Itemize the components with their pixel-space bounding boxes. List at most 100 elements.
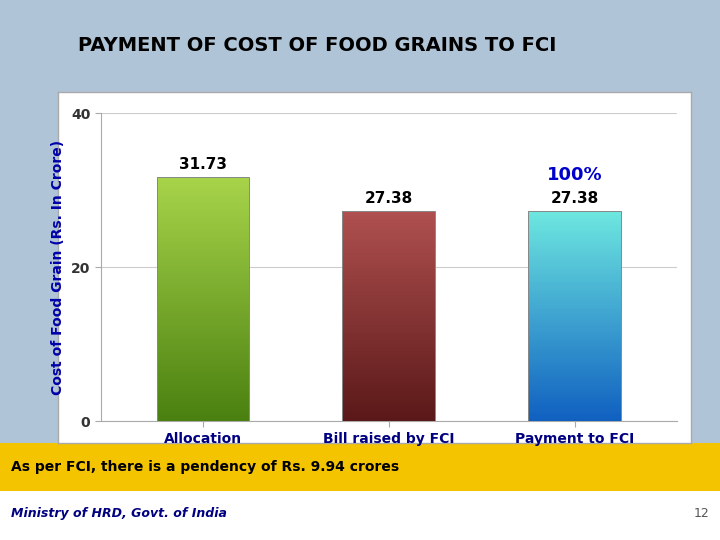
Bar [528, 310, 621, 312]
Bar [342, 372, 436, 374]
Bar [156, 193, 249, 195]
Bar [342, 333, 436, 335]
Bar [528, 233, 621, 235]
Bar [156, 315, 249, 318]
Bar [342, 277, 436, 279]
Bar [156, 210, 249, 212]
Bar [156, 307, 249, 309]
Bar [528, 340, 621, 342]
Bar [342, 246, 436, 247]
Bar [156, 187, 249, 189]
Bar [156, 279, 249, 281]
Bar [528, 413, 621, 414]
Bar [528, 379, 621, 381]
Bar [342, 370, 436, 372]
Bar [342, 267, 436, 268]
Bar [528, 296, 621, 298]
Bar [528, 214, 621, 216]
Bar [156, 305, 249, 307]
Bar [156, 320, 249, 321]
Bar [528, 420, 621, 421]
Bar [528, 410, 621, 413]
Bar [342, 346, 436, 347]
Bar [528, 230, 621, 232]
Bar [156, 415, 249, 417]
Bar [156, 313, 249, 315]
Bar [342, 212, 436, 214]
Bar [156, 403, 249, 405]
Bar [156, 354, 249, 356]
Bar [342, 230, 436, 232]
Bar [342, 221, 436, 223]
Bar [342, 365, 436, 367]
Bar [342, 328, 436, 330]
Bar [528, 263, 621, 265]
Bar [342, 211, 436, 212]
Bar [156, 222, 249, 224]
Bar [156, 177, 249, 421]
Bar [528, 316, 621, 318]
Bar [342, 356, 436, 358]
Bar [528, 402, 621, 403]
Bar [156, 417, 249, 419]
Bar [342, 349, 436, 351]
Bar [342, 235, 436, 237]
Bar [156, 228, 249, 230]
Bar [156, 381, 249, 382]
Bar [528, 219, 621, 221]
Bar [156, 224, 249, 226]
Bar [156, 185, 249, 187]
Bar [342, 361, 436, 363]
Bar [156, 259, 249, 260]
Bar [528, 302, 621, 303]
Bar [342, 302, 436, 303]
Bar [156, 348, 249, 350]
Bar [528, 275, 621, 277]
Bar [528, 240, 621, 242]
Bar [156, 321, 249, 323]
Bar [528, 399, 621, 400]
Bar [528, 279, 621, 281]
Bar [156, 387, 249, 389]
Bar [528, 388, 621, 389]
Bar [156, 179, 249, 181]
Bar [528, 268, 621, 270]
Bar [528, 260, 621, 261]
Bar [156, 289, 249, 291]
Bar [342, 379, 436, 381]
Bar [156, 344, 249, 346]
Bar [528, 356, 621, 358]
Bar [156, 356, 249, 358]
Bar [342, 399, 436, 400]
Bar [156, 181, 249, 183]
Bar [528, 337, 621, 339]
Bar [528, 265, 621, 267]
Bar [156, 358, 249, 360]
Bar [156, 201, 249, 204]
Bar [342, 295, 436, 296]
Bar [156, 374, 249, 376]
Bar [342, 351, 436, 353]
Bar [156, 260, 249, 262]
Bar [156, 206, 249, 207]
Bar [342, 335, 436, 337]
Bar [156, 390, 249, 393]
Bar [156, 267, 249, 268]
Bar [528, 393, 621, 395]
Bar [156, 395, 249, 397]
Bar [156, 250, 249, 252]
Bar [528, 386, 621, 388]
Bar [156, 207, 249, 210]
Bar [528, 286, 621, 288]
Bar [528, 256, 621, 258]
Bar [156, 265, 249, 267]
Bar [156, 309, 249, 312]
Bar [528, 249, 621, 251]
Bar [342, 223, 436, 225]
Bar [342, 214, 436, 216]
Bar [156, 248, 249, 250]
Bar [342, 239, 436, 240]
Bar [156, 409, 249, 411]
Bar [528, 323, 621, 325]
Bar [342, 268, 436, 270]
